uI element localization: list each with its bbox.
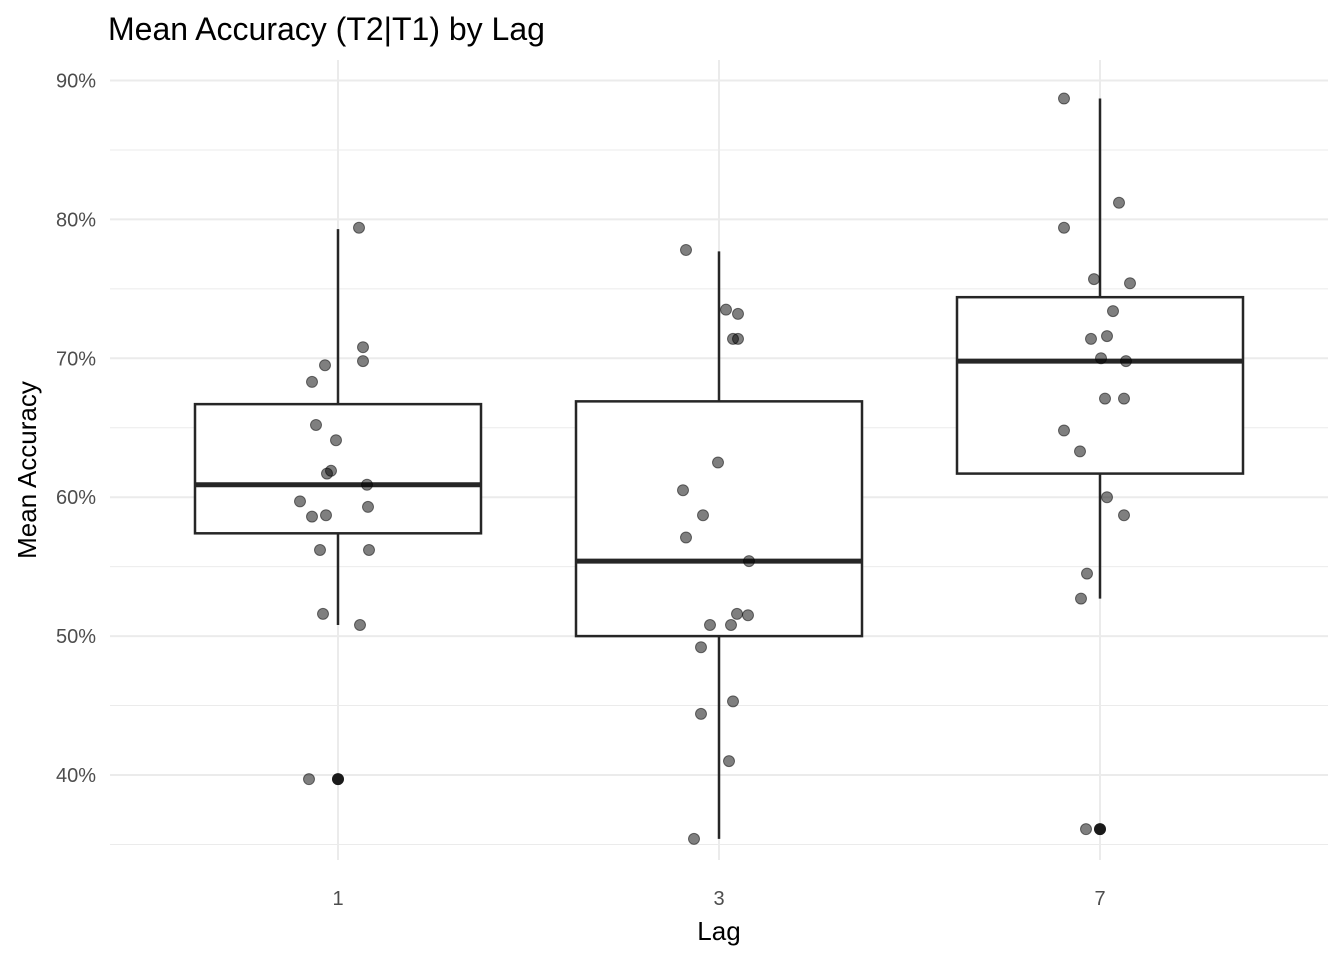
data-point xyxy=(1088,273,1100,286)
data-point xyxy=(688,832,700,845)
data-points xyxy=(294,92,1136,845)
data-point xyxy=(697,509,709,522)
data-point xyxy=(357,355,369,368)
data-point xyxy=(1099,392,1111,405)
data-point xyxy=(1107,305,1119,318)
data-point xyxy=(1074,445,1086,458)
box-iqr xyxy=(955,295,1245,475)
data-point xyxy=(1124,277,1136,290)
y-tick-label: 50% xyxy=(56,626,96,648)
data-point xyxy=(704,618,716,631)
data-point xyxy=(723,755,735,768)
data-point xyxy=(1118,392,1130,405)
data-point xyxy=(742,609,754,622)
data-point xyxy=(306,510,318,523)
data-point xyxy=(677,484,689,497)
data-point xyxy=(310,418,322,431)
data-point xyxy=(731,607,743,620)
y-tick-label: 70% xyxy=(56,348,96,370)
x-tick-label: 3 xyxy=(713,888,724,910)
data-point xyxy=(294,495,306,508)
data-point xyxy=(1120,355,1132,368)
data-point xyxy=(320,509,332,522)
data-point xyxy=(1101,491,1113,504)
box-iqr xyxy=(574,400,864,638)
data-point xyxy=(725,618,737,631)
y-tick-label: 40% xyxy=(56,765,96,787)
axis-ticks: 40% 50% 60% 70% 80% 90% 1 3 7 xyxy=(56,71,1106,911)
data-point xyxy=(354,618,366,631)
data-point xyxy=(1058,92,1070,105)
data-point xyxy=(321,467,333,480)
data-point xyxy=(1085,332,1097,345)
data-point xyxy=(330,434,342,447)
data-point xyxy=(720,303,732,316)
data-point xyxy=(743,555,755,568)
x-tick-label: 1 xyxy=(332,888,343,910)
data-point xyxy=(1075,592,1087,605)
data-point xyxy=(1118,509,1130,522)
data-point xyxy=(1058,221,1070,234)
data-point xyxy=(361,478,373,491)
data-point xyxy=(306,375,318,388)
data-point xyxy=(1113,196,1125,209)
chart-title: Mean Accuracy (T2|T1) by Lag xyxy=(108,11,545,47)
outlier-point xyxy=(1094,823,1106,836)
data-point xyxy=(357,341,369,354)
data-point xyxy=(1080,823,1092,836)
data-point xyxy=(712,456,724,469)
outlier-point xyxy=(332,773,344,786)
data-point xyxy=(680,243,692,256)
data-point xyxy=(727,695,739,708)
data-point xyxy=(732,307,744,320)
box-iqr xyxy=(193,402,483,535)
data-point xyxy=(1058,424,1070,437)
data-point xyxy=(353,221,365,234)
y-tick-label: 60% xyxy=(56,487,96,509)
data-point xyxy=(732,332,744,345)
data-point xyxy=(317,607,329,620)
x-axis-title: Lag xyxy=(697,916,740,946)
data-point xyxy=(695,707,707,720)
y-tick-label: 80% xyxy=(56,209,96,231)
y-tick-label: 90% xyxy=(56,71,96,93)
data-point xyxy=(363,543,375,556)
x-tick-label: 7 xyxy=(1094,888,1105,910)
data-point xyxy=(1081,567,1093,580)
data-point xyxy=(1101,330,1113,343)
data-point xyxy=(1095,352,1107,365)
data-point xyxy=(303,773,315,786)
data-point xyxy=(314,543,326,556)
data-point xyxy=(695,641,707,654)
data-point xyxy=(680,531,692,544)
data-point xyxy=(319,359,331,372)
y-axis-title: Mean Accuracy xyxy=(12,381,42,559)
data-point xyxy=(362,500,374,513)
boxes xyxy=(193,98,1245,839)
